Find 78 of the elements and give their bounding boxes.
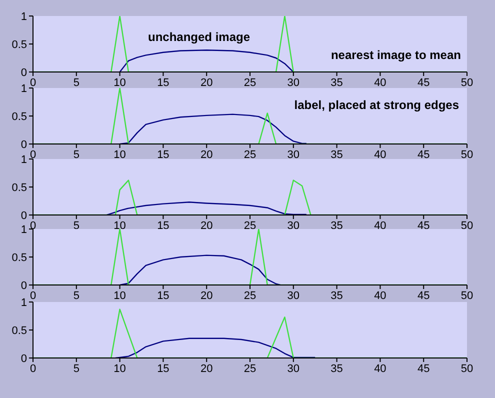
- x-tick-label: 40: [374, 148, 386, 161]
- x-tick-label: 15: [157, 220, 170, 232]
- x-tick-label: 25: [244, 220, 256, 232]
- x-tick-label: 15: [157, 76, 170, 89]
- y-tick-label: 0: [20, 280, 27, 292]
- x-tick-label: 5: [73, 220, 80, 232]
- y-tick-label: 1: [20, 224, 27, 236]
- y-tick-label: 0.5: [12, 324, 27, 337]
- x-tick-label: 40: [374, 220, 386, 232]
- x-tick-label: 45: [417, 76, 430, 89]
- x-tick-label: 10: [114, 362, 126, 375]
- x-tick-label: 50: [460, 220, 474, 232]
- x-tick-label: 30: [287, 220, 300, 232]
- x-tick-label: 0: [30, 362, 36, 375]
- x-tick-label: 25: [244, 148, 256, 161]
- y-tick-label: 0: [20, 352, 27, 365]
- x-tick-label: 35: [330, 290, 343, 302]
- x-tick-label: 25: [244, 362, 256, 375]
- y-tick-label: 1: [20, 82, 27, 95]
- x-tick-label: 5: [73, 362, 80, 375]
- x-tick-label: 35: [330, 362, 343, 375]
- x-tick-label: 35: [330, 148, 343, 161]
- y-tick-label: 0.5: [12, 38, 27, 51]
- x-tick-label: 15: [157, 290, 170, 302]
- x-tick-label: 40: [374, 76, 386, 89]
- x-tick-label: 0: [30, 220, 36, 232]
- x-tick-label: 5: [73, 290, 80, 302]
- x-tick-label: 40: [374, 362, 386, 375]
- x-tick-label: 15: [157, 362, 170, 375]
- x-tick-label: 35: [330, 220, 343, 232]
- x-tick-label: 20: [200, 76, 213, 89]
- line-series: [119, 114, 308, 144]
- x-tick-label: 10: [114, 290, 126, 302]
- y-tick-label: 0: [20, 66, 27, 79]
- annotation: label, placed at strong edges: [294, 98, 459, 112]
- line-series: [106, 202, 308, 215]
- x-tick-label: 0: [30, 148, 36, 161]
- x-tick-label: 5: [73, 148, 80, 161]
- x-tick-label: 45: [417, 290, 430, 302]
- x-tick-label: 50: [460, 148, 474, 161]
- x-tick-label: 5: [73, 76, 80, 89]
- x-tick-label: 30: [287, 76, 300, 89]
- x-tick-label: 40: [374, 290, 386, 302]
- x-tick-label: 30: [287, 362, 300, 375]
- x-tick-label: 0: [30, 76, 36, 89]
- x-tick-label: 10: [114, 148, 126, 161]
- y-tick-label: 0: [20, 210, 27, 222]
- x-tick-label: 10: [114, 76, 126, 89]
- y-tick-label: 0.5: [12, 252, 27, 264]
- y-tick-label: 0: [20, 138, 27, 151]
- x-tick-label: 0: [30, 290, 36, 302]
- y-tick-label: 1: [20, 296, 27, 309]
- x-tick-label: 10: [114, 220, 126, 232]
- x-tick-label: 20: [200, 362, 213, 375]
- x-tick-label: 25: [244, 290, 256, 302]
- annotation: unchanged image: [148, 30, 250, 44]
- x-tick-label: 25: [244, 76, 256, 89]
- x-tick-label: 45: [417, 362, 430, 375]
- x-tick-label: 35: [330, 76, 343, 89]
- x-tick-label: 20: [200, 148, 213, 161]
- y-tick-label: 0.5: [12, 110, 27, 123]
- line-series: [119, 50, 294, 72]
- line-series: [114, 338, 316, 358]
- x-tick-label: 50: [460, 290, 474, 302]
- line-series: [119, 254, 281, 285]
- y-tick-label: 1: [20, 10, 27, 23]
- x-tick-label: 30: [287, 290, 300, 302]
- x-tick-label: 30: [287, 148, 300, 161]
- x-tick-label: 20: [200, 290, 213, 302]
- annotation: nearest image to mean: [330, 48, 461, 62]
- y-tick-label: 1: [20, 154, 27, 166]
- x-tick-label: 50: [460, 76, 474, 89]
- x-tick-label: 15: [157, 148, 170, 161]
- x-tick-label: 45: [417, 148, 430, 161]
- x-tick-label: 20: [200, 220, 213, 232]
- x-tick-label: 50: [460, 362, 474, 375]
- y-tick-label: 0.5: [12, 182, 27, 194]
- x-tick-label: 45: [417, 220, 430, 232]
